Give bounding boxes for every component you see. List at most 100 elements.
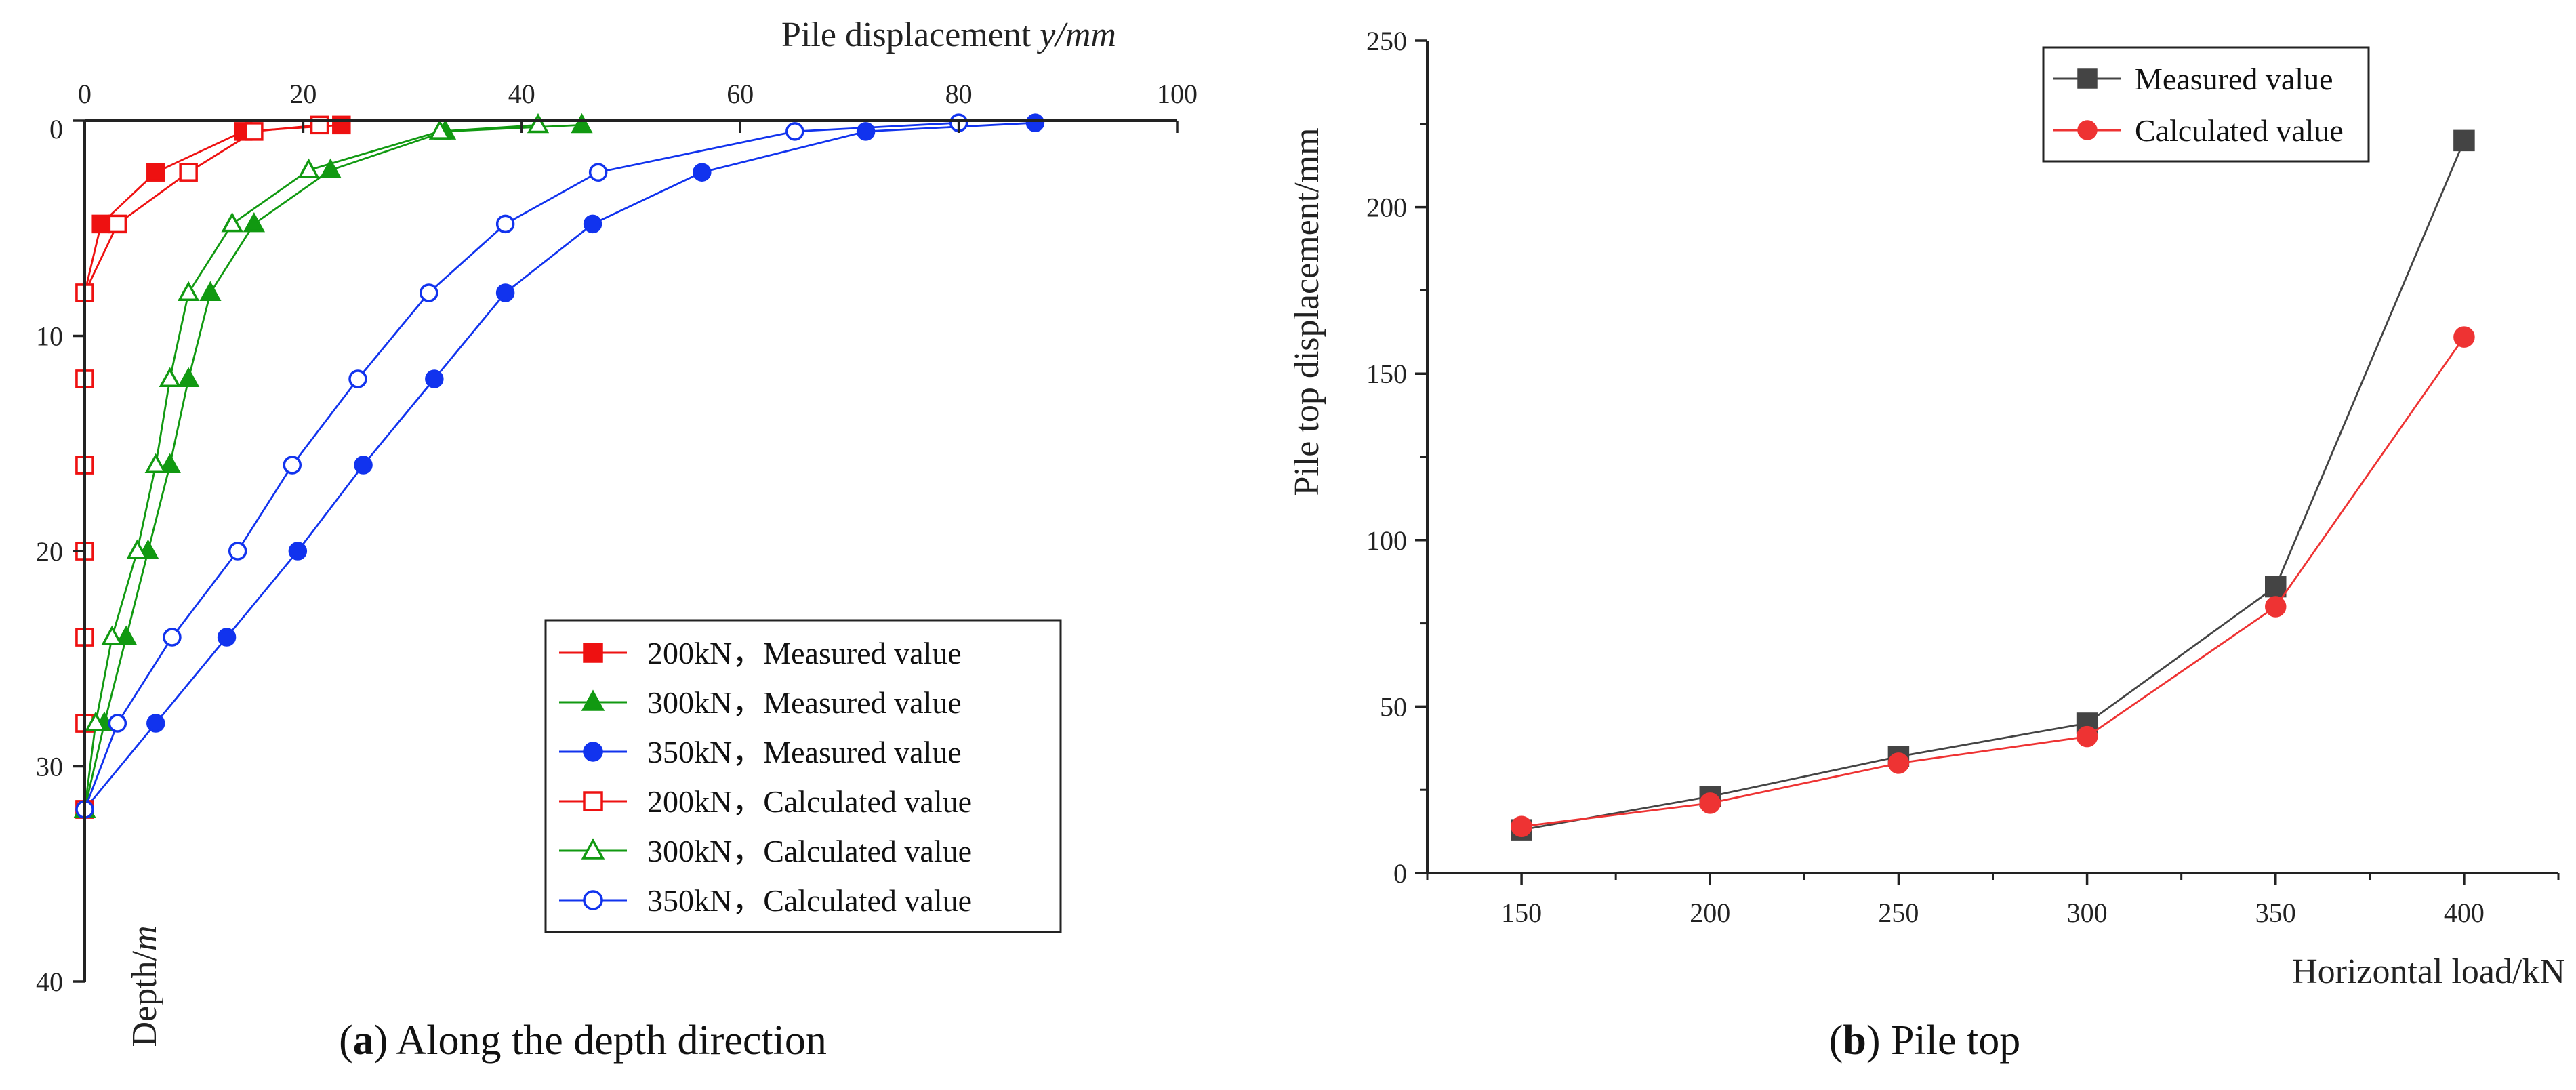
panel-a-data-point xyxy=(144,453,167,473)
panel-b-data-point xyxy=(1887,752,1910,774)
panel-a-depth-chart: 0 20 40 60 80 100 0 10 20 30 40 Pile displacement … xyxy=(36,16,1198,1064)
panel-a-data-point xyxy=(177,281,200,301)
panel-a-x-tick-label: 100 xyxy=(1157,79,1198,109)
panel-a-data-point xyxy=(228,542,247,561)
panel-a-data-point xyxy=(217,628,237,647)
panel-a-data-point xyxy=(243,211,266,233)
panel-a-series-group xyxy=(73,113,1045,819)
panel-b-series-line-1 xyxy=(1521,140,2466,831)
panel-a-data-point xyxy=(588,163,608,182)
panel-b-data-point xyxy=(2265,596,2287,618)
panel-b-x-tick-label: 350 xyxy=(2255,897,2296,928)
panel-a-x-tick-label: 60 xyxy=(727,79,754,109)
panel-a-data-point xyxy=(348,369,367,388)
panel-b-legend-box xyxy=(2042,46,2370,163)
panel-a-x-tick-label: 20 xyxy=(289,79,316,109)
panel-a-data-point xyxy=(146,714,165,733)
panel-b-pile-top-chart: 150 200 250 300 350 400 0 50 100 150 200 250 Horizo… xyxy=(1288,26,2565,1064)
panel-b-series-line-2 xyxy=(1521,336,2466,828)
panel-b-y-tick-label: 100 xyxy=(1366,525,1407,556)
panel-a-data-point xyxy=(159,367,181,387)
panel-b-legend-label: Calculated value xyxy=(2135,113,2344,148)
panel-a-data-point xyxy=(159,453,181,473)
panel-b-y-tick-label: 50 xyxy=(1380,691,1407,722)
panel-a-x-tick-label: 0 xyxy=(78,79,91,109)
panel-a-legend-marker xyxy=(583,890,603,910)
panel-a-x-tick-label: 80 xyxy=(945,79,973,109)
panel-b-data-point xyxy=(1699,792,1721,814)
panel-b-legend-marker xyxy=(2077,120,2098,140)
panel-b-series-group xyxy=(1511,129,2475,841)
panel-b-y-axis-title: Pile top displacement/mm xyxy=(1288,127,1326,496)
panel-a-data-point xyxy=(527,113,550,134)
panel-b-legend: Measured value Calculated value xyxy=(2042,46,2370,163)
panel-b-data-point xyxy=(2265,576,2287,598)
panel-a-y-tick-label: 30 xyxy=(36,752,63,782)
panel-b-x-tick-label: 200 xyxy=(1690,897,1730,928)
panel-a-data-point xyxy=(693,163,712,182)
panel-a-legend-label: 200kN，Measured value xyxy=(647,636,962,670)
panel-a-data-point xyxy=(298,158,320,178)
panel-a-data-point xyxy=(221,211,243,233)
panel-a-x-tick-label: 40 xyxy=(508,79,535,109)
panel-a-data-point xyxy=(146,163,165,182)
panel-a-data-point xyxy=(495,214,515,234)
panel-a-legend-marker xyxy=(581,689,605,711)
panel-a-y-tick-label: 40 xyxy=(36,967,63,997)
panel-a-legend: 200kN，Measured value 300kN，Measured value… xyxy=(544,619,1062,933)
panel-a-data-point xyxy=(177,367,200,387)
panel-a-legend-marker xyxy=(583,643,603,663)
panel-b-data-point xyxy=(1511,815,1532,837)
panel-b-y-tick-label: 0 xyxy=(1393,858,1407,889)
panel-a-caption: (a) Along the depth direction xyxy=(339,1017,827,1064)
panel-a-data-point xyxy=(1025,113,1045,132)
panel-a-x-axis-title: Pile displacement y/mm xyxy=(781,16,1116,54)
panel-a-y-tick-label: 0 xyxy=(49,114,63,144)
panel-b-data-point xyxy=(2453,129,2475,152)
panel-a-data-point xyxy=(425,369,444,388)
panel-a-data-point xyxy=(319,158,342,178)
panel-a-data-point xyxy=(126,539,148,559)
panel-a-legend-marker xyxy=(583,791,603,811)
panel-b-caption: (b) Pile top xyxy=(1829,1017,2020,1064)
panel-a-data-point xyxy=(245,122,264,141)
panel-b-data-point xyxy=(2076,725,2098,748)
panel-b-legend-label: Measured value xyxy=(2135,62,2333,96)
panel-a-data-point xyxy=(179,163,198,182)
panel-a-data-point xyxy=(583,214,602,234)
panel-a-data-point xyxy=(108,714,127,733)
panel-b-y-tick-label: 250 xyxy=(1366,26,1407,56)
panel-b-x-tick-label: 150 xyxy=(1501,897,1542,928)
panel-a-data-point xyxy=(115,625,138,645)
panel-a-legend-label: 350kN，Calculated value xyxy=(647,883,972,918)
panel-a-legend-label: 350kN，Measured value xyxy=(647,735,962,769)
panel-a-data-point xyxy=(84,711,107,731)
panel-b-y-tick-label: 200 xyxy=(1366,193,1407,223)
panel-a-legend-label: 200kN，Calculated value xyxy=(647,784,972,819)
panel-a-data-point xyxy=(310,115,329,135)
panel-b-data-point xyxy=(2453,326,2475,348)
panel-a-data-point xyxy=(163,628,182,647)
panel-b-x-tick-label: 400 xyxy=(2444,897,2485,928)
panel-b-x-tick-label: 300 xyxy=(2067,897,2108,928)
panel-a-data-point xyxy=(420,283,438,302)
panel-a-ticks: 0 20 40 60 80 100 0 10 20 30 40 xyxy=(36,79,1198,997)
panel-a-data-point xyxy=(856,122,876,141)
panel-a-y-tick-label: 20 xyxy=(36,536,63,567)
panel-a-legend-box xyxy=(544,619,1062,933)
panel-a-data-point xyxy=(91,214,110,234)
panel-b-x-tick-label: 250 xyxy=(1878,897,1919,928)
panel-a-data-point xyxy=(571,113,593,134)
panel-a-data-point xyxy=(495,283,515,302)
panel-b-legend-marker xyxy=(2077,68,2098,89)
panel-a-data-point xyxy=(288,542,308,561)
panel-a-data-point xyxy=(332,115,351,135)
panel-a-y-tick-label: 10 xyxy=(36,321,63,352)
panel-a-legend-marker xyxy=(583,742,603,762)
panel-a-y-axis-title: Depth/m xyxy=(125,925,164,1047)
panel-a-data-point xyxy=(199,281,222,301)
panel-a-legend-label: 300kN，Measured value xyxy=(647,685,962,720)
panel-a-legend-label: 300kN，Calculated value xyxy=(647,834,972,868)
panel-a-legend-marker xyxy=(581,838,605,860)
